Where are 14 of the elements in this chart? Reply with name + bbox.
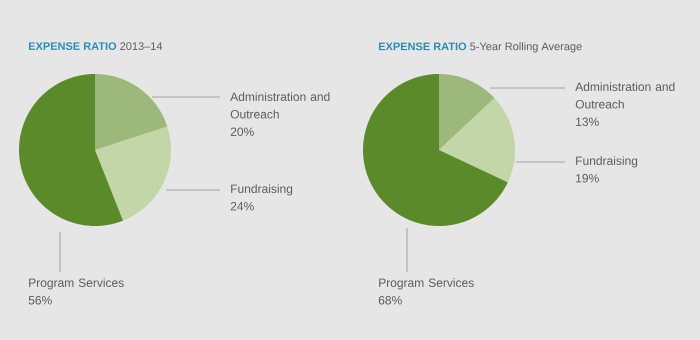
data-label: 13% [576,118,599,126]
slice-label: Program Services [379,278,474,290]
slice-label: Administration and Outreach [230,92,330,118]
data-label: 56% [28,296,52,305]
slice-label: Fundraising [231,184,292,196]
data-label: 20% [230,128,254,136]
slice-label: Fundraising [576,156,638,168]
chart-title: EXPENSE RATIO 2013–14 [28,42,162,50]
data-label: 68% [378,296,402,305]
slice-label: Program Services [29,278,124,290]
data-label: 24% [230,202,254,210]
data-label: 19% [576,174,599,182]
slice-label: Administration and Outreach [575,82,674,108]
chart-title: EXPENSE RATIO 5-Year Rolling Average [378,42,582,52]
